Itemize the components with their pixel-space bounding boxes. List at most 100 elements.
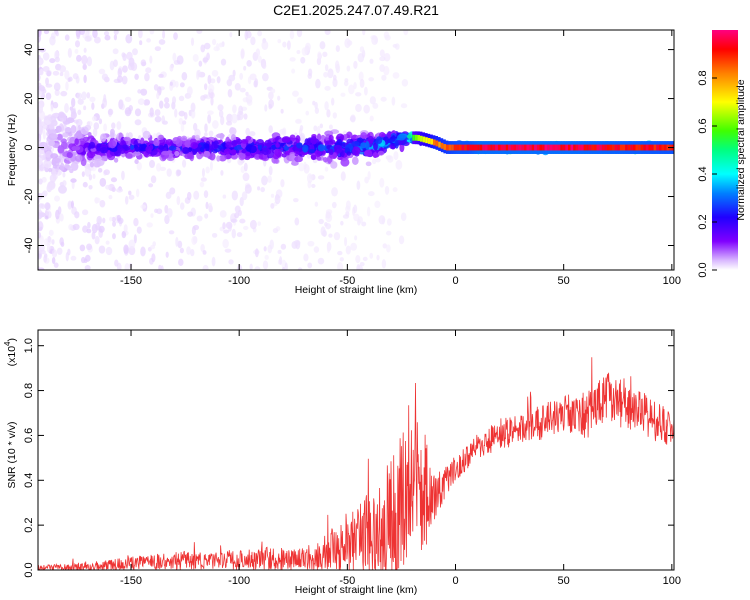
spectrogram-noise-mark: [294, 217, 300, 226]
spectrogram-blob-mark: [38, 156, 43, 166]
spectrogram-noise-mark: [280, 243, 287, 250]
spectrogram-noise-mark: [248, 131, 256, 137]
spectrogram-noise-mark: [104, 34, 111, 41]
spectrogram-noise-mark: [54, 195, 60, 202]
spectrogram-panel: -150 -100 -50 0 50 100 -40 -20 0 20 40 Height of …: [6, 29, 681, 296]
spectrogram-blob-mark: [194, 134, 200, 141]
spectrogram-blob-mark: [142, 130, 151, 139]
spectrogram-carrier-core: [466, 144, 472, 151]
spectrogram-noise-mark: [313, 125, 318, 132]
spectrogram-noise-mark: [369, 96, 376, 105]
spectrogram-carrier-core: [464, 144, 470, 151]
spectrogram-noise-mark: [381, 74, 387, 81]
spectrogram-frame: [37, 29, 675, 271]
spectrogram-noise-mark: [261, 175, 268, 186]
spectrogram-noise-mark: [187, 211, 194, 217]
spectrogram-noise-mark: [357, 216, 363, 224]
snr-x-tick-label: -50: [339, 575, 355, 587]
spectrogram-noise-mark: [168, 230, 175, 235]
spectrogram-x-axis-label: Height of straight line (km): [295, 284, 418, 296]
spectrogram-noise-mark: [83, 74, 87, 84]
spectrogram-carrier-core: [453, 144, 459, 151]
spectrogram-noise-mark: [326, 244, 331, 254]
spectrogram-noise-mark: [205, 201, 209, 210]
spectrogram-blob-mark: [67, 131, 73, 137]
spectrogram-blob-mark: [235, 138, 243, 145]
spectrogram-noise-mark: [65, 81, 69, 91]
spectrogram-noise-mark: [96, 215, 103, 225]
spectrogram-noise-mark: [207, 74, 212, 85]
spectrogram-noise-mark: [245, 94, 253, 104]
spectrogram-noise-mark: [267, 175, 273, 183]
spectrogram-carrier-core: [458, 144, 464, 151]
spectrogram-noise-mark: [286, 40, 291, 50]
spectrogram-carrier-core: [539, 144, 545, 151]
spectrogram-noise-mark: [268, 125, 273, 134]
spectrogram-carrier-core: [521, 144, 527, 151]
spectrogram-noise-mark: [243, 65, 247, 71]
spectrogram-carrier-core: [648, 144, 654, 151]
spectrogram-blob-mark: [330, 161, 338, 169]
spectrogram-noise-mark: [38, 267, 45, 270]
spectrogram-noise-mark: [166, 208, 173, 218]
spectrogram-blob-mark: [145, 145, 151, 154]
spectrogram-noise-mark: [317, 257, 325, 265]
spectrogram-x-tick-label: 50: [558, 275, 570, 287]
spectrogram-blob-mark: [70, 111, 77, 120]
spectrogram-noise-mark: [86, 56, 93, 67]
spectrogram-noise-mark: [314, 107, 320, 114]
spectrogram-blob-mark: [48, 140, 56, 147]
spectrogram-noise-mark: [38, 209, 43, 220]
spectrogram-noise-mark: [103, 31, 110, 36]
spectrogram-noise-mark: [200, 95, 206, 101]
spectrogram-noise-mark: [182, 120, 187, 125]
spectrogram-noise-mark: [295, 119, 301, 124]
spectrogram-noise-mark: [103, 169, 110, 176]
colorbar-tick-label: 0.8: [697, 70, 709, 85]
spectrogram-noise-mark: [333, 232, 341, 241]
spectrogram-noise-mark: [369, 58, 374, 64]
spectrogram-carrier-core: [417, 135, 423, 141]
spectrogram-noise-mark: [309, 174, 313, 180]
spectrogram-blob-mark: [58, 111, 65, 118]
spectrogram-noise-mark: [149, 159, 156, 169]
spectrogram-noise-mark: [81, 91, 87, 101]
spectrogram-noise-mark: [211, 120, 219, 129]
spectrogram-noise-mark: [113, 34, 118, 41]
spectrogram-carrier-core: [425, 137, 431, 144]
spectrogram-blob-mark: [328, 148, 334, 156]
spectrogram-blob-mark: [365, 141, 370, 150]
spectrogram-blob-mark: [281, 137, 291, 143]
spectrogram-noise-mark: [76, 92, 83, 100]
spectrogram-carrier-core: [422, 136, 428, 143]
spectrogram-noise-mark: [67, 248, 71, 256]
spectrogram-noise-mark: [239, 87, 246, 93]
spectrogram-noise-mark: [74, 48, 79, 54]
spectrogram-noise-mark: [203, 83, 208, 91]
spectrogram-noise-mark: [52, 70, 60, 76]
spectrogram-noise-mark: [398, 235, 405, 245]
spectrogram-noise-mark: [91, 231, 96, 240]
spectrogram-noise-mark: [119, 99, 124, 109]
spectrogram-noise-mark: [191, 225, 196, 236]
spectrogram-noise-mark: [146, 38, 151, 43]
spectrogram-noise-mark: [186, 246, 191, 255]
spectrogram-blob-mark: [216, 155, 221, 162]
spectrogram-carrier-core: [479, 144, 485, 151]
spectrogram-carrier-core: [482, 144, 488, 151]
spectrogram-noise-mark: [400, 103, 408, 109]
spectrogram-noise-mark: [346, 65, 351, 72]
spectrogram-blob-mark: [320, 150, 326, 155]
spectrogram-noise-mark: [116, 188, 123, 193]
spectrogram-blob-mark: [375, 136, 383, 144]
spectrogram-blob-mark: [74, 155, 83, 162]
spectrogram-noise-mark: [335, 63, 341, 74]
spectrogram-noise-mark: [340, 92, 346, 97]
spectrogram-blob-mark: [100, 133, 107, 142]
spectrogram-noise-mark: [261, 62, 267, 70]
spectrogram-noise-mark: [181, 72, 188, 81]
spectrogram-noise-mark: [299, 133, 306, 142]
spectrogram-blob-mark: [351, 156, 359, 165]
spectrogram-blob-mark: [113, 157, 119, 163]
colorbar-label: Normalized spectral amplitude: [735, 79, 747, 220]
